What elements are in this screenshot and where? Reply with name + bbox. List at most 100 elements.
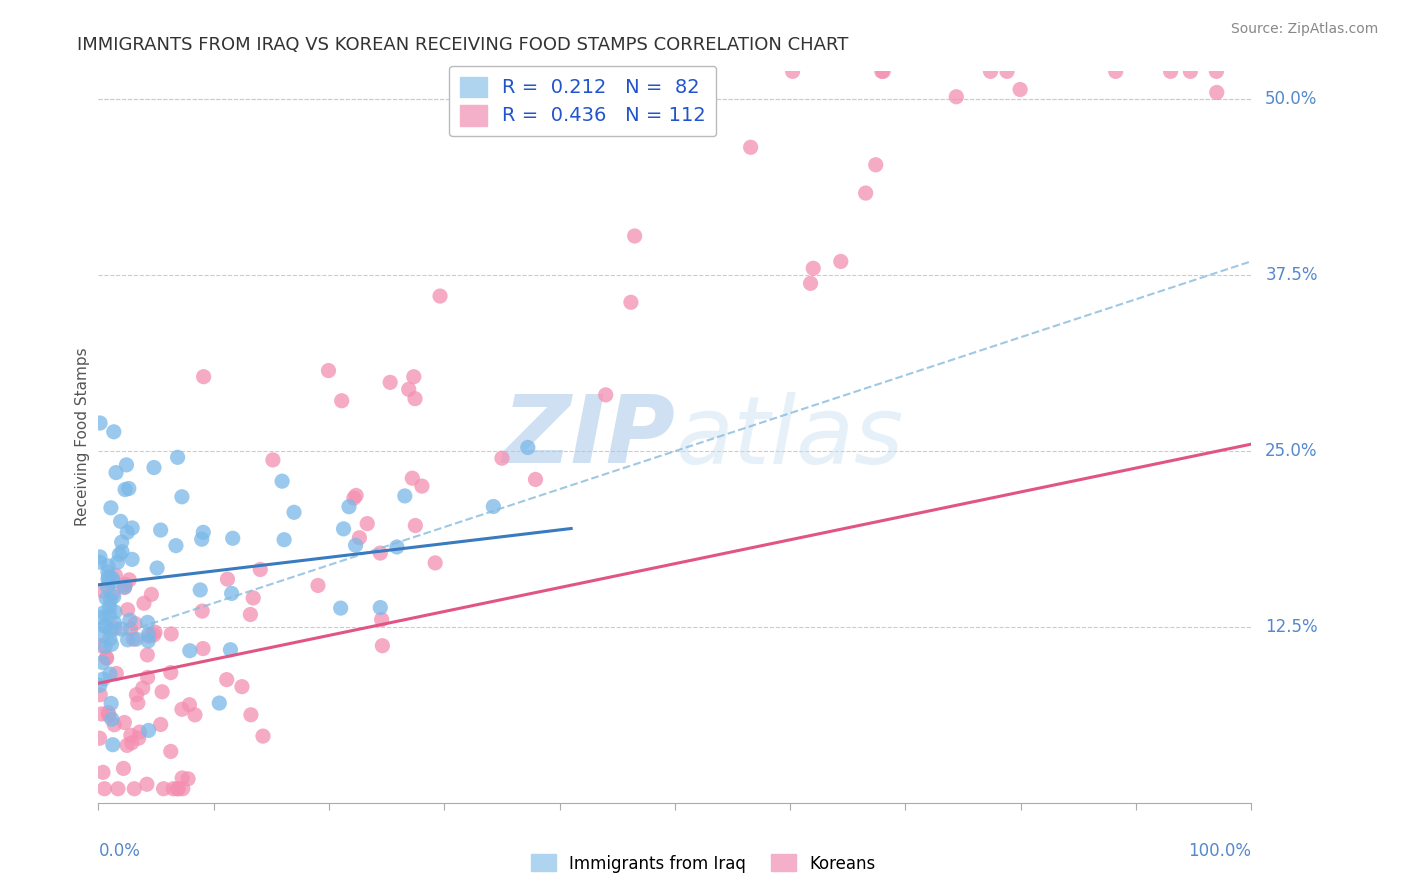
Point <box>167 781 190 796</box>
Point <box>96 651 118 665</box>
Point <box>995 64 1018 78</box>
Point <box>96 650 118 665</box>
Point <box>343 491 366 505</box>
Point <box>103 621 125 635</box>
Point <box>103 718 125 732</box>
Point <box>1205 64 1227 78</box>
Point <box>378 376 401 390</box>
Point <box>262 453 284 467</box>
Point <box>89 678 111 692</box>
Point <box>344 538 367 552</box>
Point <box>107 555 129 569</box>
Point <box>125 632 148 646</box>
Point <box>307 578 329 592</box>
Point <box>91 656 114 670</box>
Text: 25.0%: 25.0% <box>1265 442 1317 460</box>
Point <box>149 523 172 537</box>
Point <box>329 601 352 615</box>
Text: 0.0%: 0.0% <box>98 842 141 860</box>
Point <box>150 685 173 699</box>
Point <box>111 535 134 549</box>
Point <box>142 628 165 642</box>
Point <box>865 158 887 172</box>
Point <box>170 490 193 504</box>
Point <box>105 466 128 480</box>
Point <box>172 771 194 785</box>
Point <box>332 522 354 536</box>
Point <box>425 556 447 570</box>
Point <box>100 637 122 651</box>
Point <box>385 540 408 554</box>
Point <box>138 629 160 643</box>
Point <box>159 665 181 680</box>
Point <box>219 642 242 657</box>
Point <box>179 698 201 712</box>
Point <box>242 591 264 605</box>
Point <box>91 584 114 599</box>
Point <box>91 765 114 780</box>
Point <box>1160 64 1182 78</box>
Point <box>110 622 132 636</box>
Point <box>90 639 112 653</box>
Point <box>93 781 115 796</box>
Point <box>855 186 877 200</box>
Point <box>402 369 425 384</box>
Point <box>136 634 159 648</box>
Point <box>401 471 423 485</box>
Text: atlas: atlas <box>675 392 903 483</box>
Point <box>90 610 112 624</box>
Point <box>221 586 243 600</box>
Point <box>283 505 305 519</box>
Point <box>799 277 821 291</box>
Point <box>97 558 120 573</box>
Point <box>740 140 762 154</box>
Point <box>830 254 852 268</box>
Point <box>516 441 538 455</box>
Point <box>91 672 114 686</box>
Point <box>136 670 159 684</box>
Point <box>249 562 271 576</box>
Point <box>193 369 215 384</box>
Point <box>89 688 111 702</box>
Point <box>193 525 215 540</box>
Point <box>782 64 804 78</box>
Point <box>491 451 513 466</box>
Point <box>101 574 124 589</box>
Point <box>136 648 159 662</box>
Point <box>89 555 111 569</box>
Point <box>188 582 211 597</box>
Point <box>101 738 124 752</box>
Point <box>121 552 143 566</box>
Point <box>124 616 146 631</box>
Point <box>128 725 150 739</box>
Point <box>330 393 353 408</box>
Point <box>191 641 214 656</box>
Point <box>104 568 127 582</box>
Point <box>128 731 150 746</box>
Text: IMMIGRANTS FROM IRAQ VS KOREAN RECEIVING FOOD STAMPS CORRELATION CHART: IMMIGRANTS FROM IRAQ VS KOREAN RECEIVING… <box>77 36 849 54</box>
Point <box>96 591 118 606</box>
Point <box>118 573 141 587</box>
Point <box>980 64 1002 78</box>
Point <box>110 515 132 529</box>
Point <box>239 607 262 622</box>
Point <box>118 613 141 627</box>
Point <box>404 518 426 533</box>
Point <box>136 627 159 641</box>
Point <box>96 580 118 594</box>
Point <box>98 667 121 681</box>
Text: ZIP: ZIP <box>502 391 675 483</box>
Point <box>524 472 547 486</box>
Point <box>112 761 135 775</box>
Point <box>114 483 136 497</box>
Point <box>136 615 159 630</box>
Point <box>217 572 239 586</box>
Point <box>115 739 138 753</box>
Point <box>165 539 187 553</box>
Point <box>160 627 183 641</box>
Point <box>97 565 120 579</box>
Point <box>117 603 139 617</box>
Point <box>94 619 117 633</box>
Point <box>112 715 135 730</box>
Point <box>271 474 294 488</box>
